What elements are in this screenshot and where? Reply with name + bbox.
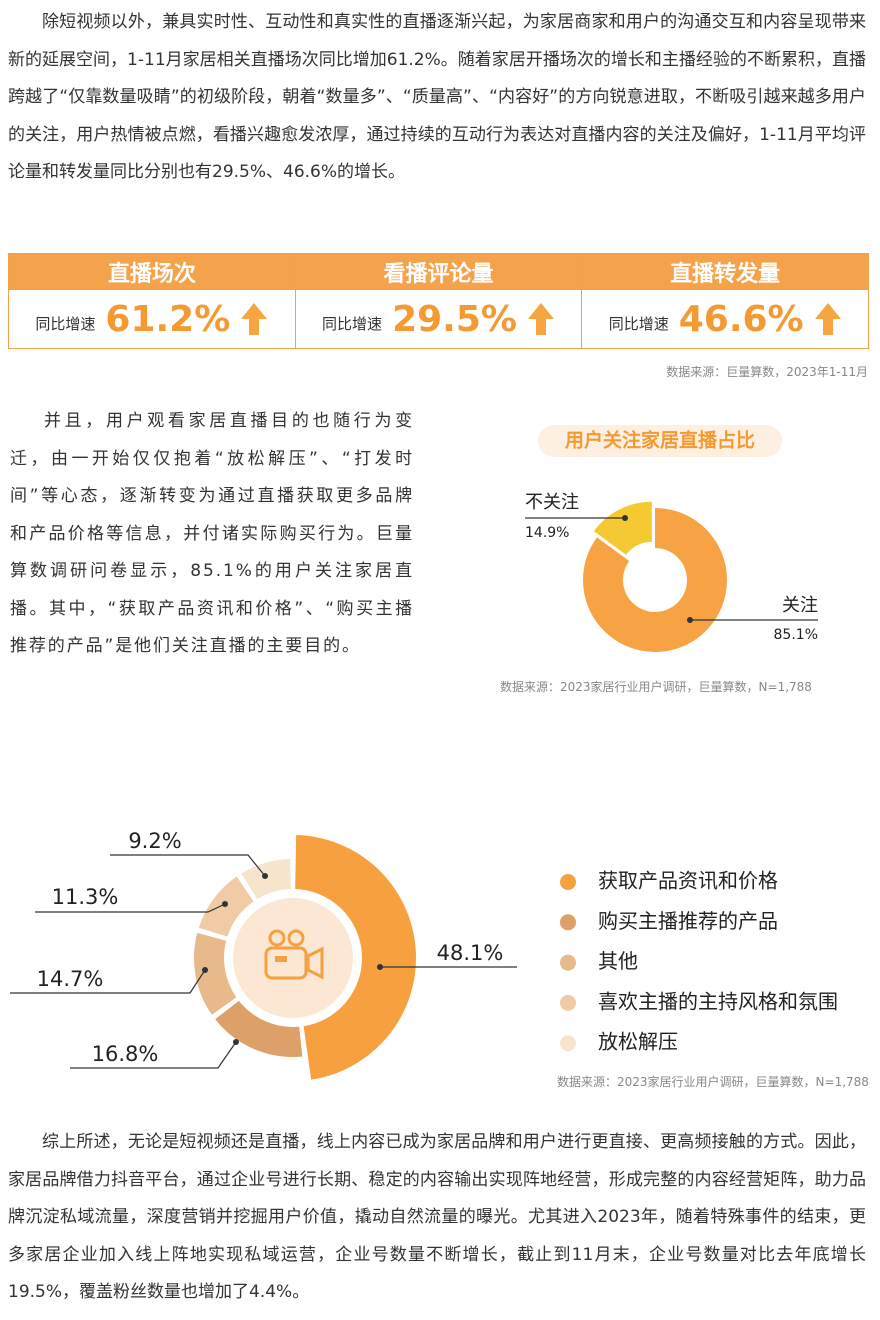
stat-label: 同比增速 (608, 314, 669, 333)
stat-label: 同比增速 (322, 314, 383, 333)
stat-cell: 直播转发量 同比增速 46.6% (582, 254, 869, 348)
legend-swatch (560, 994, 576, 1011)
center-disc (233, 898, 353, 1018)
paragraph: 除短视频以外，兼具实时性、互动性和真实性的直播逐渐兴起，为家居商家和用户的沟通交… (8, 12, 866, 182)
stat-value: 29.5% (392, 298, 517, 340)
leader-dot (222, 901, 228, 907)
legend-swatch (560, 954, 576, 971)
source-note: 数据来源：2023家居行业用户调研，巨量算数，N=1,788 (557, 1075, 869, 1089)
slice-label: 不关注 (525, 492, 579, 513)
stat-value: 46.6% (678, 298, 804, 340)
leader-dot (377, 964, 383, 970)
up-arrow (241, 303, 268, 335)
legend-swatch (560, 1035, 576, 1052)
stat-value: 61.2% (105, 298, 231, 340)
stat-title: 看播评论量 (295, 254, 582, 290)
leader-dot (262, 873, 268, 879)
stat-label: 同比增速 (35, 314, 96, 333)
legend-label: 放松解压 (598, 1030, 678, 1054)
legend-swatch (560, 874, 576, 890)
leader-line (35, 903, 226, 913)
value-label: 11.3% (52, 885, 119, 909)
stat-cell: 直播场次 同比增速 61.2% (9, 254, 296, 348)
stat-body: 同比增速 61.2% (9, 290, 295, 348)
stats-table: 直播场次 同比增速 61.2% 看播评论量 同比增速 29.5% 直播转发量 同… (8, 253, 869, 349)
value-label: 14.9% (525, 525, 569, 541)
up-arrow (527, 303, 554, 335)
legend-label: 其他 (598, 949, 638, 973)
pie-slice (583, 508, 727, 653)
leader-dot (233, 1039, 239, 1045)
leader-dot (202, 967, 208, 973)
leader-dot (622, 515, 628, 521)
source-note: 数据来源：2023家居行业用户调研，巨量算数，N=1,788 (500, 680, 812, 694)
legend-label: 喜欢主播的主持风格和氛围 (598, 989, 838, 1013)
value-label: 16.8% (92, 1042, 159, 1066)
slice-label: 关注 (782, 595, 818, 616)
paragraph: 综上所述，无论是短视频还是直播，线上内容已成为家居品牌和用户进行更直接、更高频接… (8, 1132, 866, 1302)
source-note: 数据来源：巨量算数，2023年1-11月 (666, 365, 868, 379)
paragraph: 并且，用户观看家居直播目的也随行为变迁，由一开始仅仅抱着“放松解压”、“打发时间… (10, 411, 414, 656)
chart-title: 用户关注家居直播占比 (565, 429, 755, 452)
value-label: 85.1% (774, 627, 818, 643)
pie-slice (293, 833, 418, 1082)
pie-slice (192, 930, 240, 1018)
value-label: 48.1% (437, 941, 504, 965)
title-pill (538, 425, 782, 457)
stat-cell: 看播评论量 同比增速 29.5% (295, 254, 583, 348)
legend-label: 购买主播推荐的产品 (598, 909, 778, 933)
stat-body: 同比增速 46.6% (582, 290, 868, 348)
camera-icon (264, 929, 324, 980)
leader-dot (687, 617, 693, 623)
pie-slice (238, 856, 293, 902)
legend-label: 获取产品资讯和价格 (598, 869, 778, 893)
value-label: 9.2% (128, 829, 181, 853)
stat-title: 直播转发量 (582, 254, 869, 290)
stat-title: 直播场次 (9, 254, 295, 290)
value-label: 14.7% (37, 967, 104, 991)
legend-swatch (560, 914, 576, 931)
leader-line (10, 969, 206, 994)
pie-slice (212, 998, 305, 1059)
leader-line (70, 1041, 237, 1069)
pie-slice (593, 501, 652, 555)
stat-body: 同比增速 29.5% (296, 290, 582, 348)
up-arrow (814, 303, 841, 335)
leader-line (110, 854, 266, 877)
